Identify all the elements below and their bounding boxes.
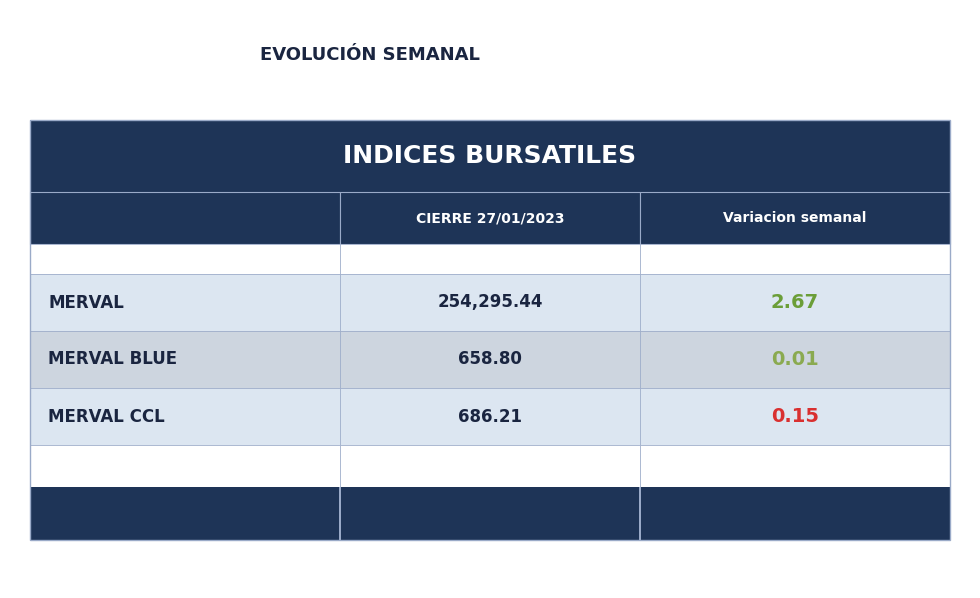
Bar	[340, 244, 640, 274]
Bar	[30, 192, 340, 244]
Bar	[340, 388, 640, 445]
Bar	[340, 331, 640, 388]
Text: 658.80: 658.80	[458, 350, 522, 368]
Bar	[340, 445, 640, 487]
Text: 254,295.44: 254,295.44	[437, 294, 543, 312]
Bar	[30, 388, 340, 445]
Text: 686.21: 686.21	[458, 407, 522, 426]
Bar	[640, 445, 950, 487]
Bar	[30, 331, 340, 388]
Text: INDICES BURSATILES: INDICES BURSATILES	[343, 144, 637, 168]
Text: MERVAL CCL: MERVAL CCL	[48, 407, 165, 426]
Bar	[340, 274, 640, 331]
Bar	[30, 487, 950, 540]
Text: MERVAL: MERVAL	[48, 294, 123, 312]
Bar	[640, 244, 950, 274]
Text: 0.01: 0.01	[771, 350, 819, 369]
Bar	[640, 388, 950, 445]
Bar	[30, 120, 950, 540]
Bar	[30, 120, 950, 192]
Bar	[30, 244, 340, 274]
Text: 0.15: 0.15	[771, 407, 819, 426]
Text: 2.67: 2.67	[771, 293, 819, 312]
Text: Variacion semanal: Variacion semanal	[723, 211, 866, 225]
Text: MERVAL BLUE: MERVAL BLUE	[48, 350, 177, 368]
Bar	[30, 445, 340, 487]
Bar	[30, 274, 340, 331]
Bar	[640, 331, 950, 388]
Bar	[339, 487, 341, 540]
Bar	[340, 192, 640, 244]
Bar	[640, 192, 950, 244]
Bar	[640, 274, 950, 331]
Text: CIERRE 27/01/2023: CIERRE 27/01/2023	[416, 211, 564, 225]
Bar	[639, 487, 641, 540]
Text: EVOLUCIÓN SEMANAL: EVOLUCIÓN SEMANAL	[260, 46, 480, 64]
